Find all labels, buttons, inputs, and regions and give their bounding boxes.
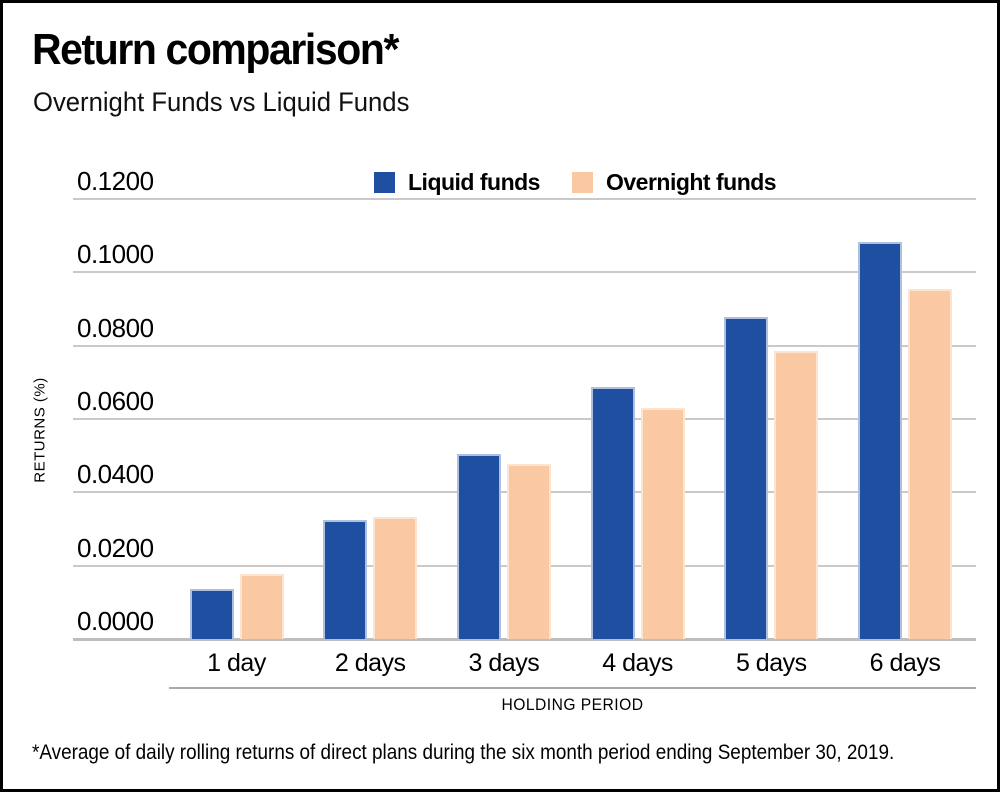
- bar-liquid-funds-2-days: [323, 520, 368, 639]
- y-gridline: [73, 198, 976, 200]
- y-gridline: [73, 271, 976, 274]
- bar-liquid-funds-1-day: [189, 589, 234, 639]
- chart-subtitle: Overnight Funds vs Liquid Funds: [33, 87, 410, 117]
- x-tick-label: 2 days: [334, 649, 406, 677]
- bar-overnight-funds-4-days: [640, 408, 685, 639]
- footnote: *Average of daily rolling returns of dir…: [32, 741, 895, 764]
- y-tick-label: 0.0400: [77, 459, 154, 490]
- y-tick-label: 0.0000: [77, 606, 154, 636]
- legend-item-overnight: Overnight funds: [571, 169, 777, 196]
- bar-overnight-funds-1-day: [239, 574, 284, 639]
- bar-overnight-funds-2-days: [373, 517, 418, 639]
- x-tick-label: 5 days: [735, 649, 807, 677]
- x-tick-label: 4 days: [602, 649, 673, 677]
- bar-overnight-funds-3-days: [506, 464, 551, 639]
- y-axis-title: RETURNS (%): [31, 377, 49, 483]
- bar-liquid-funds-3-days: [456, 454, 501, 639]
- legend: Liquid funds Overnight funds: [374, 169, 777, 196]
- y-tick-label: 0.0200: [77, 532, 154, 563]
- y-tick-label: 0.0800: [77, 312, 154, 343]
- bar-overnight-funds-5-days: [774, 351, 819, 639]
- legend-swatch-liquid-icon: [374, 172, 395, 193]
- y-gridline: [73, 344, 976, 347]
- y-gridline: [73, 418, 976, 420]
- legend-swatch-overnight-icon: [571, 172, 593, 193]
- bar-liquid-funds-5-days: [724, 317, 769, 639]
- legend-item-liquid: Liquid funds: [374, 169, 540, 196]
- x-axis-line: [169, 687, 976, 689]
- y-tick-label: 0.1000: [77, 239, 154, 270]
- chart-title: Return comparison*: [32, 25, 399, 74]
- x-tick-label: 6 days: [869, 649, 941, 677]
- legend-label-liquid: Liquid funds: [408, 169, 540, 195]
- x-tick-label: 3 days: [468, 649, 540, 677]
- bar-liquid-funds-6-days: [858, 242, 902, 639]
- bar-liquid-funds-4-days: [590, 387, 635, 639]
- legend-label-overnight: Overnight funds: [605, 169, 777, 195]
- x-axis-title: HOLDING PERIOD: [501, 695, 644, 714]
- x-tick-label: 1 day: [207, 649, 266, 677]
- y-tick-label: 0.0600: [77, 386, 154, 416]
- x-axis-baseline: [73, 638, 976, 641]
- y-tick-label: 0.1200: [77, 166, 154, 196]
- bar-overnight-funds-6-days: [908, 289, 952, 639]
